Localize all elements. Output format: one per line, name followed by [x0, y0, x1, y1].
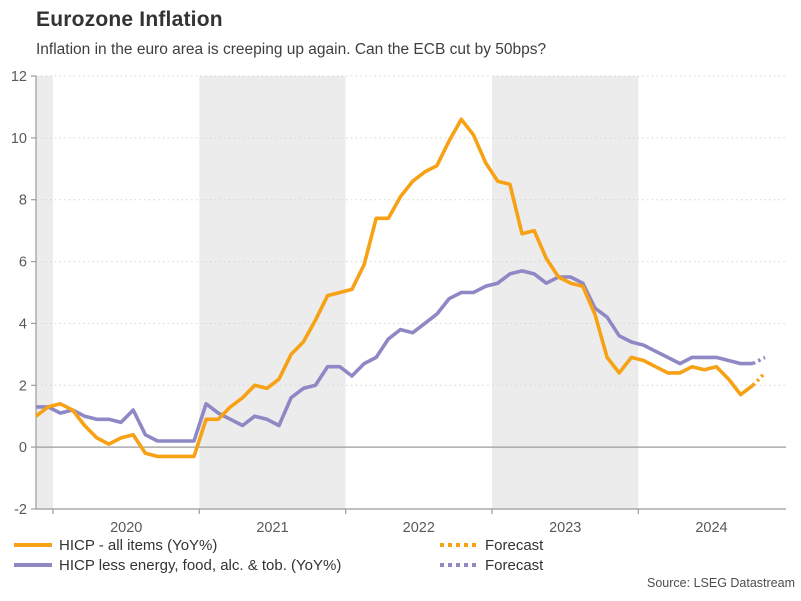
y-tick-label: 2	[19, 378, 27, 394]
y-tick-label: 0	[19, 440, 27, 456]
legend-item-forecast-core: Forecast	[440, 556, 544, 574]
y-tick-label: 10	[11, 131, 27, 147]
y-tick-label: 12	[11, 69, 27, 85]
x-tick-label: 2021	[256, 520, 288, 535]
source-attribution: Source: LSEG Datastream	[647, 576, 795, 590]
chart-subtitle: Inflation in the euro area is creeping u…	[36, 41, 547, 58]
y-tick-label: -2	[14, 502, 27, 518]
legend-label: Forecast	[485, 556, 544, 574]
x-tick-label: 2020	[110, 520, 142, 535]
hicp-all-items-forecast-line	[751, 371, 767, 387]
y-tick-label: 6	[19, 255, 27, 271]
legend-item-hicp-all-items: HICP - all items (YoY%)	[14, 536, 218, 554]
y-tick-label: 8	[19, 193, 27, 209]
hicp-all-items-line	[34, 117, 754, 459]
x-tick-label: 2023	[549, 520, 581, 535]
forecast-all-items-swatch	[440, 543, 478, 547]
x-tick-label: 2024	[695, 520, 727, 535]
legend-label: Forecast	[485, 536, 544, 554]
year-shading-band	[492, 76, 639, 509]
hicp-all-items-swatch	[14, 543, 52, 547]
chart-title: Eurozone Inflation	[36, 8, 223, 31]
x-tick-label: 2022	[403, 520, 435, 535]
hicp-core-swatch	[14, 563, 52, 567]
year-shading-band	[36, 76, 53, 509]
forecast-core-swatch	[440, 563, 478, 567]
inflation-line-chart: -2 0 2 4 6 8 10 12 2020 2021 2022 2023 2024	[11, 69, 786, 535]
legend-label: HICP less energy, food, alc. & tob. (YoY…	[59, 556, 342, 574]
hicp-core-line	[36, 269, 753, 443]
legend-label: HICP - all items (YoY%)	[59, 536, 218, 554]
legend-item-forecast-all-items: Forecast	[440, 536, 544, 554]
y-tick-label: 4	[19, 316, 27, 332]
legend-item-hicp-core: HICP less energy, food, alc. & tob. (YoY…	[14, 556, 342, 574]
hicp-core-forecast-line	[752, 355, 766, 366]
year-shading-band	[199, 76, 346, 509]
